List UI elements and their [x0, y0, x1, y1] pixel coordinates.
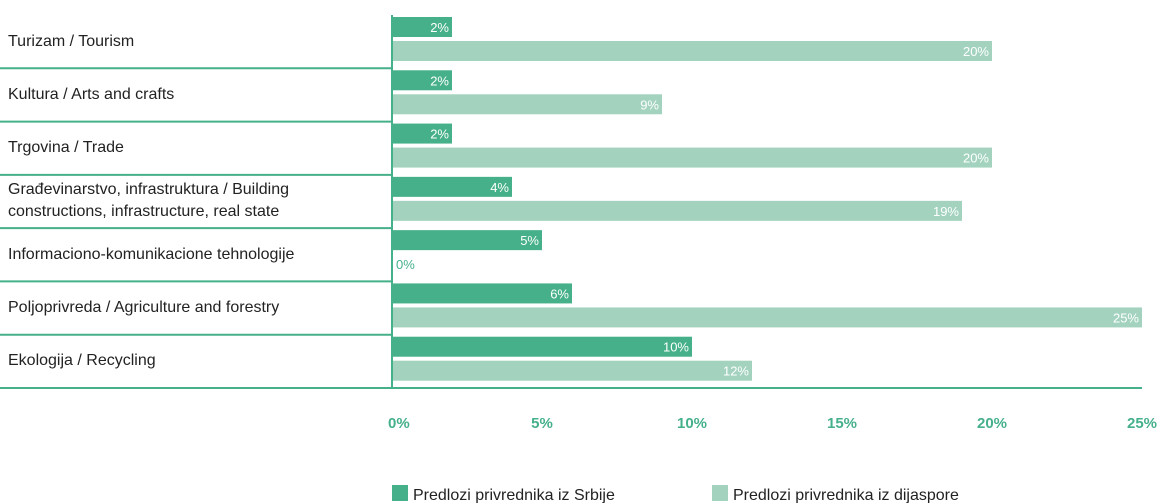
- category-label: Poljoprivreda / Agriculture and forestry: [8, 299, 280, 317]
- bar: [392, 70, 452, 91]
- value-label: 2%: [430, 20, 449, 35]
- bar: [392, 176, 512, 197]
- bar: [392, 307, 1142, 328]
- category-label: Građevinarstvo, infrastruktura / Buildin…: [8, 181, 290, 221]
- bar: [392, 230, 542, 251]
- bar: [392, 336, 692, 357]
- bar: [392, 360, 752, 381]
- bar: [392, 123, 452, 144]
- bar: [392, 17, 452, 37]
- bar: [392, 94, 662, 115]
- bar: [392, 147, 992, 168]
- x-tick-label: 15%: [827, 415, 857, 432]
- value-label: 19%: [933, 204, 959, 219]
- value-label: 9%: [640, 97, 659, 112]
- value-label: 2%: [430, 127, 449, 142]
- bar: [392, 283, 572, 304]
- category-label: Trgovina / Trade: [8, 139, 124, 157]
- x-tick-label: 20%: [977, 415, 1007, 432]
- value-label: 0%: [396, 257, 415, 272]
- category-label: Turizam / Tourism: [8, 32, 135, 50]
- value-label: 20%: [963, 44, 989, 59]
- value-label: 25%: [1113, 310, 1139, 325]
- legend-label: Predlozi privrednika iz dijaspore: [733, 487, 959, 503]
- category-label: Kultura / Arts and crafts: [8, 85, 175, 103]
- bar: [392, 200, 962, 221]
- legend-label: Predlozi privrednika iz Srbije: [413, 487, 615, 503]
- legend-swatch: [392, 485, 408, 501]
- x-tick-label: 10%: [677, 415, 707, 432]
- value-label: 10%: [663, 340, 689, 355]
- x-tick-label: 0%: [388, 415, 410, 432]
- value-label: 4%: [490, 180, 509, 195]
- x-tick-label: 5%: [531, 415, 553, 432]
- value-label: 6%: [550, 286, 569, 301]
- value-label: 5%: [520, 233, 539, 248]
- bar: [392, 41, 992, 61]
- value-label: 20%: [963, 151, 989, 166]
- x-tick-label: 25%: [1127, 415, 1157, 432]
- category-label: Informaciono-komunikacione tehnologije: [8, 245, 295, 263]
- value-label: 12%: [723, 364, 749, 379]
- category-label: Ekologija / Recycling: [8, 352, 156, 370]
- value-label: 2%: [430, 73, 449, 88]
- legend-swatch: [712, 485, 728, 501]
